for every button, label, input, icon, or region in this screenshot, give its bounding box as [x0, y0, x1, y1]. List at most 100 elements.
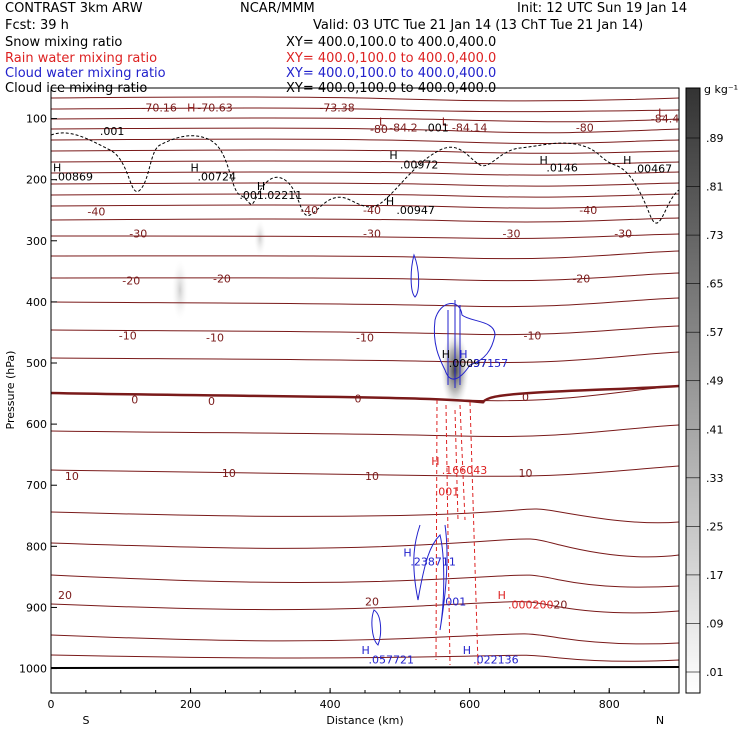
isotherm-21	[51, 465, 679, 477]
isotherm-14	[51, 250, 679, 260]
init-time: Init: 12 UTC Sun 19 Jan 14	[517, 1, 688, 16]
y-axis: 100 200 300 400 500 600 700 800 900 1000	[19, 113, 57, 676]
isotherm-label: -10	[356, 331, 374, 344]
extremum-label: .00947	[396, 204, 435, 217]
field-name-cloud-water: Cloud water mixing ratio	[5, 66, 166, 81]
isotherm-label: -10	[206, 331, 224, 344]
y-tick-label: 700	[26, 479, 47, 492]
extremum-label: H	[191, 161, 199, 174]
cloud-water-contour-1	[410, 253, 420, 298]
extremum-label: L	[658, 106, 665, 119]
extremum-label: H	[442, 348, 450, 361]
cloud-ice-contour	[51, 132, 679, 224]
extremum-label: .238711	[410, 556, 456, 569]
zero-isotherm	[51, 384, 679, 404]
y-tick-label: 900	[26, 601, 47, 614]
extremum-label: H	[459, 348, 467, 361]
cloud-water-contour-5	[371, 609, 382, 646]
maxima-labels: HL LLH.00869H.00724H.02211.001.001.001H.0…	[53, 102, 672, 667]
colorbar-ticks: .89 .81 .73 .65 .57 .49 .41 .33 .25 .17 .09 .01	[686, 132, 724, 679]
extremum-label: .37157	[470, 357, 509, 370]
isotherm-label: 10	[518, 467, 532, 480]
rain-contour-4	[459, 404, 466, 521]
colorbar-label: .57	[706, 326, 724, 339]
rain-contour-2	[445, 404, 451, 666]
extremum-label: .166043	[442, 464, 488, 477]
extremum-label: H	[431, 455, 439, 468]
isotherm-label: -80	[370, 123, 388, 136]
isotherm-label: -84.2	[389, 122, 417, 135]
extremum-label: H	[498, 589, 506, 602]
isotherm-label: -80	[576, 122, 594, 135]
colorbar-label: .17	[706, 569, 724, 582]
model-title: CONTRAST 3km ARW	[5, 1, 143, 16]
extremum-label: .001	[239, 189, 264, 202]
colorbar-label: .25	[706, 520, 724, 533]
extremum-label: H	[623, 154, 631, 167]
colorbar-label: .89	[706, 132, 724, 145]
isotherm-label: -40	[579, 204, 597, 217]
isotherm-label: -20	[122, 275, 140, 288]
x-tick-label: 200	[180, 698, 201, 711]
colorbar-label: .49	[706, 375, 724, 388]
ground-surface	[51, 666, 679, 669]
isotherm-17	[51, 325, 679, 336]
y-tick-label: 400	[26, 296, 47, 309]
x-axis: 0 200 400 600 800	[48, 688, 680, 711]
field-xy-rain: XY= 400.0,100.0 to 400.0,400.0	[286, 51, 497, 66]
valid-time: Valid: 03 UTC Tue 21 Jan 14 (13 ChT Tue …	[313, 18, 644, 33]
extremum-label: L	[442, 116, 449, 129]
extremum-label: H	[362, 644, 370, 657]
isotherm-label: 10	[65, 470, 79, 483]
colorbar-unit: g kg⁻¹	[704, 83, 738, 96]
isotherm-27	[51, 654, 679, 662]
colorbar-label: .01	[706, 666, 724, 679]
x-tick-label: 0	[48, 698, 55, 711]
extremum-label: .0146	[546, 161, 578, 174]
isotherm-label: -70.16	[141, 102, 176, 115]
isotherm-6	[51, 149, 679, 154]
extremum-label: .057721	[368, 653, 414, 666]
x-end-label-left: S	[83, 714, 90, 727]
isotherm-label: 20	[553, 598, 567, 611]
isotherm-label: 20	[365, 595, 379, 608]
y-tick-label: 500	[26, 357, 47, 370]
extremum-label: .00972	[400, 158, 439, 171]
x-tick-label: 800	[599, 698, 620, 711]
colorbar-label: .73	[706, 229, 724, 242]
y-tick-label: 600	[26, 418, 47, 431]
isotherm-label: -30	[129, 227, 147, 240]
y-tick-label: 300	[26, 235, 47, 248]
y-tick-label: 200	[26, 174, 47, 187]
colorbar-label: .65	[706, 278, 724, 291]
rain-contour-3	[454, 409, 459, 521]
cloud-water-contour-4	[413, 524, 448, 631]
extremum-label: H	[257, 180, 265, 193]
isotherm-10	[51, 193, 679, 198]
isotherm-26	[51, 633, 679, 645]
isotherm-label: -30	[614, 227, 632, 240]
extremum-label: H	[539, 154, 547, 167]
isotherm-4	[51, 127, 679, 134]
x-axis-label: Distance (km)	[326, 714, 403, 727]
isotherm-label: 20	[58, 589, 72, 602]
cloud-water-contour-3	[447, 300, 461, 388]
rain-contour-1	[435, 399, 438, 661]
isotherm-3	[51, 117, 679, 123]
isotherm-label: 10	[222, 467, 236, 480]
isotherm-13	[51, 233, 679, 239]
colorbar-label: .33	[706, 472, 724, 485]
extremum-label: H	[53, 161, 61, 174]
isotherm-24	[51, 574, 679, 588]
isotherm-25	[51, 601, 679, 614]
isotherm-label: -20	[213, 273, 231, 286]
isotherm-8	[51, 171, 679, 176]
field-xy-cloud-water: XY= 400.0,100.0 to 400.0,400.0	[286, 66, 497, 81]
extremum-label: H	[386, 195, 394, 208]
field-name-rain: Rain water mixing ratio	[5, 51, 158, 66]
field-xy-snow: XY= 400.0,100.0 to 400.0,400.0	[286, 35, 497, 50]
isotherm-23	[51, 538, 679, 558]
isotherm-16	[51, 297, 679, 308]
colorbar-label: .09	[706, 617, 724, 630]
extremum-label: .00724	[198, 171, 237, 184]
